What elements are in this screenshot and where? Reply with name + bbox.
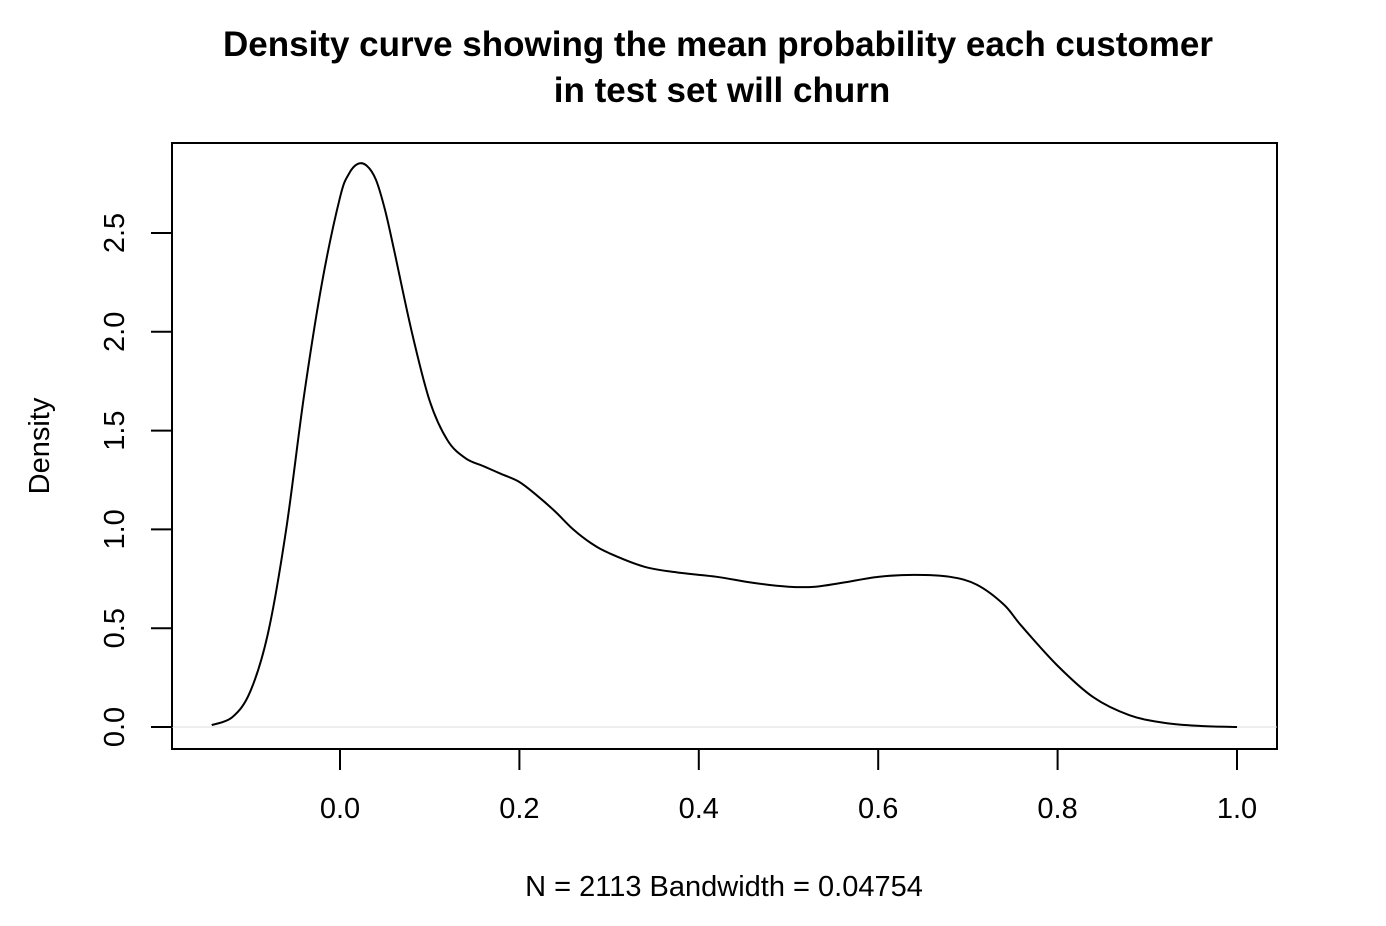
y-tick-label: 1.5 [99, 410, 131, 450]
chart-title-line-2: in test set will churn [554, 71, 890, 110]
x-axis-label: N = 2113 Bandwidth = 0.04754 [525, 871, 923, 903]
x-tick-label: 0.4 [679, 793, 719, 825]
x-tick-label: 0.8 [1037, 793, 1077, 825]
x-tick-label: 0.6 [858, 793, 898, 825]
y-axis-label: Density [24, 397, 56, 494]
x-tick-label: 0.2 [499, 793, 539, 825]
chart-title-line-1: Density curve showing the mean probabili… [223, 25, 1213, 64]
plot-frame [171, 142, 1278, 750]
x-tick-label: 1.0 [1217, 793, 1257, 825]
y-axis: 0.0 0.5 1.0 1.5 2.0 2.5 [99, 213, 173, 747]
y-tick-label: 0.5 [99, 608, 131, 648]
y-tick-label: 1.0 [99, 509, 131, 549]
x-axis: 0.0 0.2 0.4 0.6 0.8 1.0 [320, 748, 1257, 825]
y-tick-label: 0.0 [99, 707, 131, 747]
y-tick-label: 2.0 [99, 312, 131, 352]
density-curve [211, 162, 1238, 728]
y-tick-label: 2.5 [99, 213, 131, 253]
x-tick-label: 0.0 [320, 793, 360, 825]
